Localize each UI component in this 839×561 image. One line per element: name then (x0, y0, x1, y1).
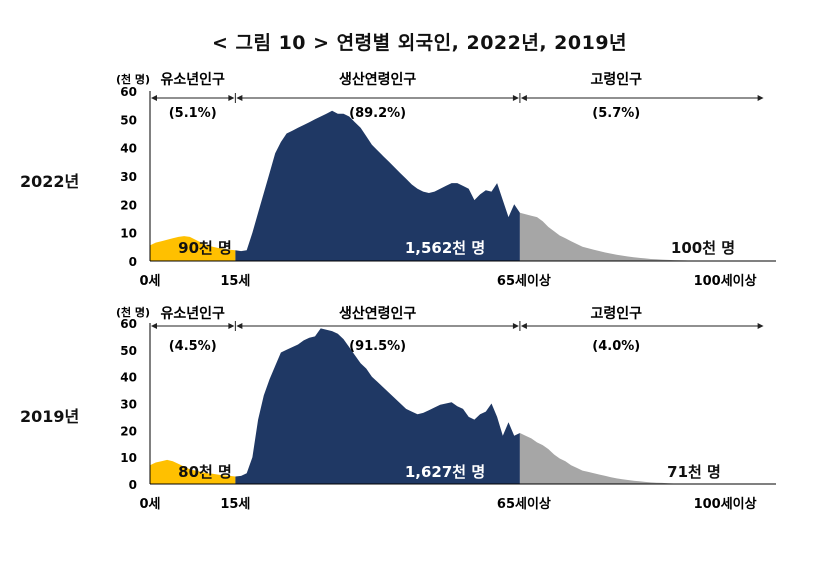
bracket-arrowhead (512, 95, 519, 101)
y-tick-label: 50 (120, 113, 137, 127)
y-tick-label: 40 (120, 142, 137, 156)
group-total-label: 100천 명 (671, 239, 735, 257)
x-tick-label: 0세 (139, 274, 160, 289)
area-series-1 (150, 459, 236, 484)
bracket-arrowhead (757, 95, 764, 101)
y-tick-label: 40 (120, 371, 137, 385)
y-tick-label: 30 (120, 170, 137, 184)
group-name-label: 고령인구 (590, 71, 642, 88)
group-share-label: (5.7%) (592, 106, 640, 121)
panel-year-label-2022: 2022년 (20, 172, 80, 191)
panel-year-label-2019: 2019년 (20, 407, 80, 426)
group-share-label: (4.5%) (169, 339, 217, 354)
group-share-label: (4.0%) (592, 339, 640, 354)
y-tick-label: 60 (120, 317, 137, 331)
x-tick-label: 65세이상 (497, 496, 551, 512)
y-tick-label: 0 (129, 255, 137, 269)
figure-title: < 그림 10 > 연령별 외국인, 2022년, 2019년 (211, 32, 628, 54)
bracket-arrowhead (520, 323, 527, 329)
bracket-arrowhead (151, 323, 157, 329)
group-name-label: 유소년인구 (160, 71, 225, 88)
y-tick-label: 10 (120, 451, 137, 465)
area-series-3 (519, 212, 720, 261)
y-tick-label: 60 (120, 85, 137, 99)
y-tick-label: 0 (129, 478, 137, 492)
group-name-label: 고령인구 (590, 305, 642, 322)
x-tick-label: 0세 (139, 497, 160, 512)
unit-label: (천 명) (116, 305, 150, 319)
x-tick-label: 65세이상 (497, 273, 551, 289)
x-tick-label: 100세이상 (694, 273, 757, 289)
y-tick-label: 30 (120, 398, 137, 412)
bracket-arrowhead (757, 323, 764, 329)
group-total-label: 80천 명 (178, 463, 232, 481)
group-total-label: 90천 명 (178, 239, 232, 257)
group-name-label: 생산연령인구 (339, 305, 416, 322)
group-name-label: 생산연령인구 (339, 71, 416, 88)
bracket-arrowhead (151, 95, 157, 101)
y-tick-label: 20 (120, 198, 137, 212)
group-share-label: (91.5%) (349, 339, 406, 354)
bracket-arrowhead (228, 95, 235, 101)
area-series-3 (519, 433, 720, 484)
group-total-label: 71천 명 (667, 463, 721, 481)
group-total-label: 1,627천 명 (405, 463, 485, 481)
bracket-arrowhead (236, 95, 243, 101)
bracket-arrowhead (236, 323, 243, 329)
y-tick-label: 20 (120, 424, 137, 438)
area-series-2 (235, 110, 520, 261)
unit-label: (천 명) (116, 72, 150, 86)
y-tick-label: 10 (120, 227, 137, 241)
group-total-label: 1,562천 명 (405, 239, 485, 257)
group-share-label: (5.1%) (169, 106, 217, 121)
bracket-arrowhead (520, 95, 527, 101)
bracket-arrowhead (228, 323, 235, 329)
group-share-label: (89.2%) (349, 106, 406, 121)
bracket-arrowhead (512, 323, 519, 329)
x-tick-label: 15세 (220, 274, 250, 289)
x-tick-label: 100세이상 (694, 496, 757, 512)
group-name-label: 유소년인구 (160, 305, 225, 322)
area-series-1 (150, 236, 236, 261)
y-tick-label: 50 (120, 344, 137, 358)
area-series-2 (235, 328, 520, 484)
x-tick-label: 15세 (220, 497, 250, 512)
